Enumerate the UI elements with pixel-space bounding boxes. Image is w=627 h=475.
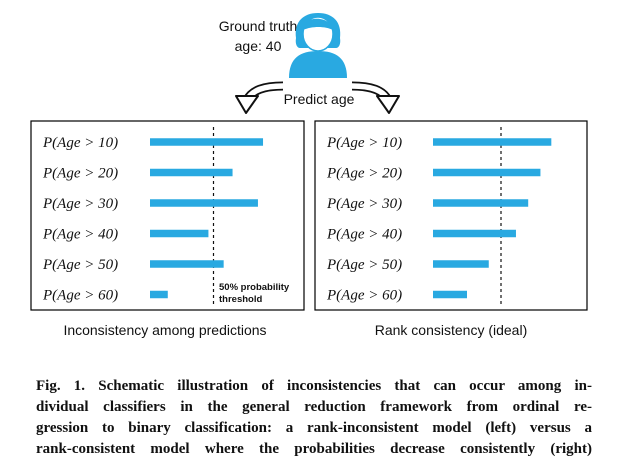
category-label: P(Age > 60) bbox=[326, 288, 402, 304]
category-label: P(Age > 20) bbox=[42, 166, 118, 182]
probability-bar bbox=[150, 168, 233, 177]
category-label: P(Age > 40) bbox=[326, 227, 402, 243]
threshold-label-line1: 50% probability bbox=[219, 282, 290, 293]
threshold-label-line2: threshold bbox=[219, 294, 262, 305]
predict-age-label: Predict age bbox=[284, 91, 355, 107]
probability-bar bbox=[150, 290, 168, 299]
category-label: P(Age > 10) bbox=[42, 135, 118, 151]
probability-bar bbox=[433, 260, 489, 268]
left-panel-frame bbox=[30, 120, 305, 311]
probability-bar bbox=[433, 229, 516, 238]
category-label: P(Age > 60) bbox=[42, 288, 118, 304]
category-label: P(Age > 10) bbox=[326, 135, 402, 151]
consistent-chart: P(Age > 10) P(Age > 20) P(Age > 30) P(Age >… bbox=[326, 127, 552, 304]
category-label: P(Age > 30) bbox=[326, 196, 402, 212]
category-label: P(Age > 20) bbox=[326, 166, 402, 182]
right-panel-frame bbox=[314, 120, 588, 311]
probability-bar bbox=[433, 199, 529, 207]
right-panel-caption: Rank consistency (ideal) bbox=[375, 322, 528, 338]
figure-caption-line: Fig. 1. Schematic illustration of incons… bbox=[36, 378, 592, 394]
category-label: P(Age > 40) bbox=[42, 227, 118, 243]
figure-caption-line: dividual classifiers in the general redu… bbox=[36, 399, 592, 415]
probability-bar bbox=[150, 229, 209, 238]
probability-bar bbox=[433, 138, 552, 146]
left-curved-arrow-icon bbox=[235, 81, 284, 114]
figure-caption-line: rank-consistent model where the probabil… bbox=[36, 441, 592, 457]
ground-truth-age: age: 40 bbox=[235, 38, 282, 54]
probability-bar bbox=[433, 290, 467, 299]
probability-bar bbox=[150, 260, 224, 268]
probability-bar bbox=[433, 168, 541, 177]
figure-caption-line: gression to binary classification: a ran… bbox=[36, 420, 592, 436]
person-avatar-icon bbox=[289, 13, 347, 78]
left-panel-caption: Inconsistency among predictions bbox=[63, 322, 266, 338]
probability-bar bbox=[150, 138, 264, 146]
category-label: P(Age > 50) bbox=[326, 257, 402, 273]
probability-bar bbox=[150, 199, 258, 207]
right-curved-arrow-icon bbox=[351, 81, 400, 114]
inconsistent-chart: P(Age > 10) P(Age > 20) P(Age > 30) P(Age >… bbox=[42, 127, 264, 304]
category-label: P(Age > 30) bbox=[42, 196, 118, 212]
ground-truth-label: Ground truth bbox=[219, 18, 298, 34]
figure-caption: Fig. 1. Schematic illustration of incons… bbox=[36, 376, 592, 460]
category-label: P(Age > 50) bbox=[42, 257, 118, 273]
